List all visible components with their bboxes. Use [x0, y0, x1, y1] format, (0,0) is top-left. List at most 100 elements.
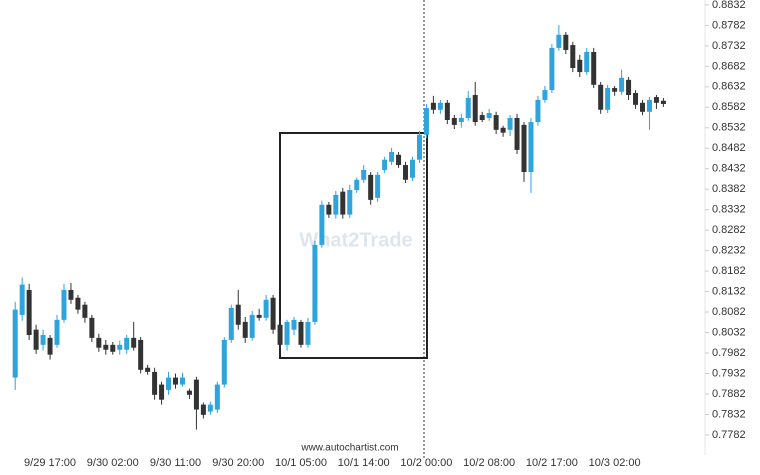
candle-body	[584, 52, 590, 73]
candle-body	[591, 52, 597, 85]
x-tick-label: 9/30 11:00	[150, 457, 201, 469]
y-tick-label: 0.8632	[712, 81, 746, 93]
candle-body	[528, 122, 534, 173]
x-tick-label: 9/30 20:00	[212, 457, 264, 469]
candle-body	[437, 102, 443, 110]
candle-body	[326, 204, 332, 215]
y-tick-label: 0.8582	[712, 101, 746, 113]
candle-body	[284, 321, 290, 345]
candle-body	[207, 404, 213, 412]
candle-body	[577, 59, 583, 73]
candle-body	[514, 117, 520, 150]
x-tick-label: 9/29 17:00	[24, 457, 76, 469]
candle-body	[430, 102, 436, 110]
y-tick-label: 0.8082	[712, 306, 746, 318]
candle-body	[653, 97, 659, 103]
candle-body	[472, 95, 478, 123]
candle-body	[145, 367, 151, 372]
y-tick-label: 0.8182	[712, 265, 746, 277]
candle-body	[103, 344, 109, 350]
candle-body	[200, 404, 206, 415]
candle-body	[263, 299, 269, 318]
y-tick-label: 0.8432	[712, 163, 746, 175]
candle-body	[256, 314, 262, 318]
x-tick-label: 10/2 08:00	[463, 457, 515, 469]
candle-body	[242, 321, 248, 338]
candle-body	[361, 169, 367, 180]
candle-body	[270, 297, 276, 330]
candle-body	[214, 384, 220, 410]
candles	[12, 24, 666, 430]
candle-body	[542, 90, 548, 100]
source: www.autochartist.com	[300, 443, 398, 454]
y-tick-label: 0.8532	[712, 122, 746, 134]
candle-body	[382, 159, 388, 170]
candle-body	[68, 289, 74, 300]
candle-body	[633, 92, 639, 105]
x-tick-label: 10/3 02:00	[589, 457, 641, 469]
candle-body	[277, 324, 283, 345]
y-tick-label: 0.8232	[712, 245, 746, 257]
y-tick-label: 0.7982	[712, 347, 746, 359]
candle-body	[166, 377, 172, 390]
y-tick-label: 0.8032	[712, 326, 746, 338]
y-tick-label: 0.7782	[712, 429, 746, 441]
candle-body	[605, 88, 611, 110]
candle-body	[444, 102, 450, 120]
candle-body	[389, 151, 395, 162]
x-tick-label: 9/30 02:00	[87, 457, 139, 469]
watermark: What2Trade	[299, 229, 412, 251]
candle-body	[47, 337, 53, 355]
candle-body	[598, 84, 604, 110]
candle-body	[640, 102, 645, 112]
candle-body	[563, 34, 569, 50]
candle-body	[375, 174, 381, 198]
y-tick-label: 0.7832	[712, 408, 746, 420]
candle-body	[82, 304, 88, 318]
y-tick-label: 0.8782	[712, 19, 746, 31]
candle-body	[179, 377, 185, 385]
candle-body	[33, 329, 39, 350]
candle-body	[493, 115, 499, 130]
y-tick-label: 0.8282	[712, 224, 746, 236]
candle-body	[507, 117, 513, 130]
candle-body	[646, 99, 652, 112]
pattern-box	[279, 132, 428, 359]
candle-body	[249, 314, 255, 338]
y-tick-label: 0.8482	[712, 142, 746, 154]
candle-body	[193, 379, 199, 410]
candle-body	[89, 317, 95, 338]
candle-body	[354, 179, 360, 191]
x-tick-label: 10/2 00:00	[400, 457, 452, 469]
x-tick-label: 10/1 14:00	[338, 457, 390, 469]
candle-body	[96, 337, 102, 348]
candle-body	[40, 335, 46, 345]
candle-body	[221, 339, 227, 385]
candle-body	[556, 34, 562, 48]
candle-body	[500, 127, 506, 133]
y-tick-label: 0.8332	[712, 204, 746, 216]
candle-body	[340, 191, 346, 215]
x-tick-label: 10/2 17:00	[526, 457, 578, 469]
y-tick-label: 0.8732	[712, 40, 746, 52]
candle-body	[626, 79, 632, 96]
candle-body	[479, 115, 485, 120]
candle-body	[305, 321, 311, 345]
candle-body	[535, 99, 541, 123]
candle-body	[12, 309, 18, 378]
candle-body	[416, 134, 422, 160]
candle-body	[291, 319, 297, 330]
candle-body	[403, 165, 409, 180]
candle-body	[298, 321, 304, 345]
candle-body	[131, 337, 137, 348]
candle-body	[75, 297, 81, 310]
candle-body	[409, 159, 415, 178]
candle-body	[26, 289, 32, 336]
y-tick-label: 0.7882	[712, 388, 746, 400]
y-tick-label: 0.8832	[712, 0, 746, 11]
candle-body	[117, 344, 123, 350]
candle-body	[619, 77, 625, 92]
candle-body	[228, 307, 234, 340]
candle-body	[612, 88, 618, 92]
candle-body	[186, 390, 192, 395]
